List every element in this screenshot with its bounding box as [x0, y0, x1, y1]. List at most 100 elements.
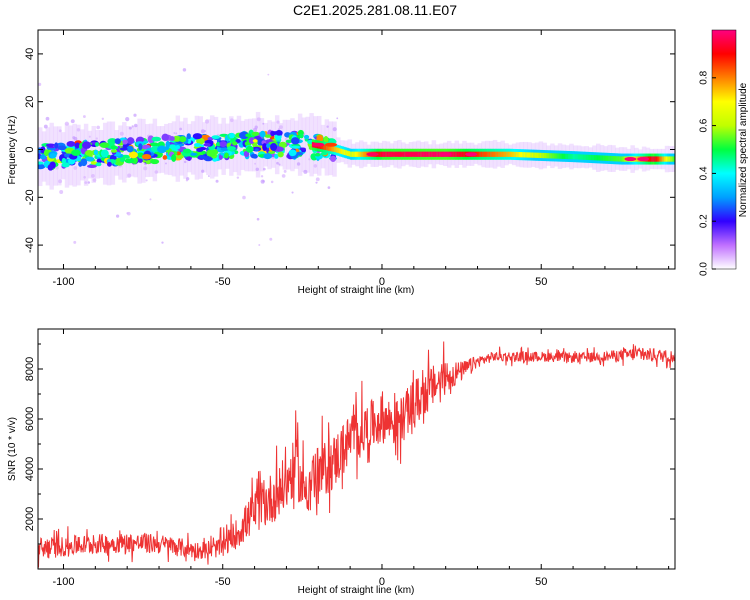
spectrogram-ridge-core	[332, 146, 335, 152]
spectrogram-y-tick-label: 20	[24, 96, 36, 108]
spectrogram-ridge-core	[574, 154, 577, 160]
spectrogram-blob	[169, 136, 175, 141]
spectrogram-noise-dot	[284, 137, 288, 141]
spectrogram-ridge-core	[504, 151, 507, 157]
spectrogram-noise-dot	[279, 125, 283, 130]
spectrogram-ridge-core	[528, 152, 531, 158]
spectrogram-noise-dot	[145, 179, 148, 182]
spectrogram-blob	[277, 151, 284, 158]
spectrogram-ridge-core	[655, 156, 658, 162]
spectrogram-ridge-core	[522, 152, 525, 158]
snr-x-axis: -100 -50 0 50	[52, 329, 670, 588]
spectrogram-ridge-core	[579, 154, 582, 160]
spectrogram-y-label: Frequency (Hz)	[7, 116, 18, 185]
spectrogram-noise-dot	[126, 211, 131, 216]
spectrogram-ridge-core	[560, 153, 563, 159]
spectrogram-ridge-core	[565, 153, 568, 160]
colorbar-label: Normalized spectral amplitude	[738, 82, 749, 217]
spectrogram-ridge-core	[335, 147, 338, 153]
spectrogram-ridge-core	[477, 151, 480, 157]
spectrogram-noise-dot	[134, 123, 138, 128]
spectrogram-ridge-core	[530, 152, 532, 158]
spectrogram-blob	[138, 158, 143, 163]
spectrogram-ridge-core	[358, 151, 361, 157]
spectrogram-ridge-core	[558, 153, 561, 159]
spectrogram-ridge-core	[657, 156, 660, 162]
spectrogram-blob	[291, 137, 300, 145]
spectrogram-noise-dot	[267, 73, 270, 76]
spectrogram-noise-dot	[149, 198, 152, 201]
spectrogram-ridge-core	[509, 151, 512, 157]
spectrogram-ridge-core	[670, 156, 673, 162]
spectrogram-blob	[99, 142, 110, 148]
spectrogram-blob	[238, 131, 249, 140]
spectrogram-blob	[226, 146, 237, 151]
spectrogram-ridge-core	[498, 151, 501, 157]
spectrogram-ridge-core	[356, 151, 359, 157]
spectrogram-noise-dot	[84, 181, 88, 184]
spectrogram-noise-dot	[260, 175, 264, 178]
spectrogram-blob	[85, 150, 94, 156]
spectrogram-x-tick-label: -50	[215, 276, 231, 288]
spectrogram-noise-dot	[291, 191, 294, 194]
spectrogram-blob	[85, 156, 95, 162]
colorbar-tick-label: 0.8	[699, 70, 710, 84]
spectrogram-blob	[151, 136, 162, 142]
spectrogram-ridge-core	[499, 151, 502, 157]
spectrogram-ridge-core	[327, 145, 330, 151]
spectrogram-blob	[47, 164, 54, 171]
spectrogram-ridge-core	[326, 145, 329, 151]
snr-y-tick-label: 8000	[24, 357, 36, 381]
spectrogram-noise-dot	[143, 166, 148, 171]
spectrogram-noise-dot	[43, 124, 48, 129]
spectrogram-blob	[224, 152, 229, 159]
spectrogram-blob	[264, 134, 272, 138]
spectrogram-ridge-core	[424, 151, 427, 157]
spectrogram-noise-dot	[332, 127, 337, 132]
colorbar-ticks: 0.0 0.2 0.4 0.6 0.8	[699, 70, 716, 276]
snr-y-tick-label: 4000	[24, 457, 36, 481]
spectrogram-ridge-core	[507, 151, 510, 157]
spectrogram-ridge-core	[426, 151, 429, 157]
spectrogram-ridge-core	[596, 155, 599, 161]
spectrogram-blob	[66, 141, 76, 147]
spectrogram-ridge-core	[506, 151, 509, 157]
spectrogram-blob	[303, 134, 310, 140]
spectrogram-hotspot	[637, 157, 650, 162]
spectrogram-ridge-core	[587, 154, 590, 161]
spectrogram-ridge-core	[514, 151, 517, 158]
spectrogram-blob	[94, 142, 100, 147]
spectrogram-ridge-core	[546, 153, 548, 159]
spectrogram-blob	[61, 157, 66, 164]
spectrogram-blob	[252, 139, 258, 143]
spectrogram-blob	[248, 137, 255, 144]
spectrogram-ridge-core	[590, 154, 593, 161]
colorbar-tick-label: 0.2	[699, 214, 710, 228]
spectrogram-noise-dot	[96, 125, 100, 130]
snr-panel: -100 -50 0 50 2000 4000 6000 8000 Height of st…	[7, 328, 676, 596]
spectrogram-ridge-core	[585, 154, 588, 160]
spectrogram-blob	[95, 162, 102, 167]
spectrogram-ridge-core	[342, 149, 345, 155]
spectrogram-ridge-core	[428, 151, 431, 157]
spectrogram-ridge-core	[576, 154, 579, 160]
spectrogram-ridge-core	[460, 151, 462, 157]
spectrogram-blob	[100, 149, 109, 158]
spectrogram-ridge-core	[345, 150, 348, 156]
spectrogram-ridge-core	[604, 155, 607, 161]
spectrogram-noise-dot	[165, 162, 167, 165]
spectrogram-blob	[229, 132, 235, 139]
spectrogram-ridge-core	[483, 151, 486, 157]
spectrogram-y-axis: -40 -20 0 20 40	[24, 48, 675, 253]
spectrogram-blob	[126, 145, 134, 153]
spectrogram-ridge-core	[617, 156, 620, 162]
spectrogram-noise-dot	[82, 115, 86, 118]
spectrogram-blob	[272, 131, 278, 135]
spectrogram-noise-dot	[269, 237, 273, 241]
spectrogram-blob	[114, 138, 121, 145]
spectrogram-ridge-core	[361, 151, 364, 157]
spectrogram-noise-dot	[73, 166, 78, 170]
spectrogram-blob	[290, 145, 301, 149]
spectrogram-blob	[96, 158, 103, 164]
spectrogram-noise-dot	[116, 214, 120, 218]
